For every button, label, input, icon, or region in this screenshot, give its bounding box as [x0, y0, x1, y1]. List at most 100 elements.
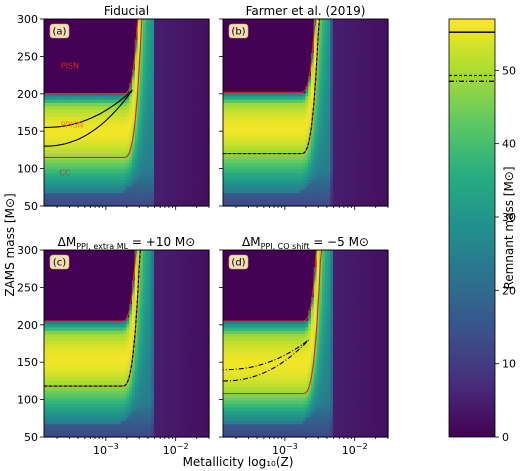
heatmap-cell [88, 175, 92, 180]
heatmap-cell [79, 202, 84, 207]
heatmap-cell [236, 135, 241, 140]
heatmap-cell [162, 22, 166, 27]
heatmap-cell [291, 152, 296, 157]
heatmap-cell [121, 149, 125, 154]
heatmap-cell [225, 195, 230, 200]
heatmap-cell [154, 72, 158, 77]
heatmap-cell [297, 19, 301, 23]
heatmap-cell [250, 162, 254, 167]
heatmap-cell [184, 102, 188, 107]
heatmap-cell [52, 115, 56, 120]
heatmap-cell [104, 32, 108, 37]
heatmap-cell [121, 185, 125, 190]
heatmap-cell [145, 185, 150, 190]
heatmap-cell [286, 72, 290, 77]
heatmap-cell [198, 202, 202, 207]
heatmap-cell [170, 72, 174, 77]
heatmap-cell [203, 22, 207, 27]
heatmap-cell [129, 72, 133, 77]
heatmap-cell [239, 119, 243, 124]
heatmap-cell [231, 142, 235, 147]
heatmap-cell [170, 102, 174, 107]
heatmap-cell [123, 45, 128, 50]
heatmap-cell [264, 35, 268, 40]
heatmap-cell [82, 185, 86, 190]
heatmap-cell [167, 19, 172, 23]
heatmap-cell [112, 139, 117, 144]
heatmap-cell [200, 89, 205, 94]
heatmap-cell [115, 165, 119, 170]
heatmap-cell [280, 162, 285, 167]
heatmap-cell [181, 32, 185, 37]
heatmap-cell [159, 105, 163, 110]
heatmap-cell [294, 199, 298, 204]
heatmap-cell [115, 39, 119, 43]
heatmap-cell [206, 55, 210, 60]
heatmap-cell [165, 192, 169, 197]
heatmap-cell [55, 159, 59, 164]
heatmap-cell [66, 185, 70, 190]
heatmap-cell [231, 19, 235, 23]
heatmap-cell [203, 85, 207, 90]
heatmap-cell [88, 185, 92, 190]
heatmap-cell [93, 29, 97, 33]
heatmap-cell [206, 32, 210, 37]
heatmap-cell [132, 199, 136, 204]
heatmap-cell [198, 59, 202, 64]
heatmap-cell [165, 125, 169, 130]
heatmap-cell [66, 139, 70, 144]
heatmap-cell [181, 19, 185, 23]
heatmap-cell [115, 55, 119, 60]
heatmap-cell [176, 59, 180, 64]
heatmap-cell [173, 105, 177, 110]
heatmap-cell [101, 35, 106, 40]
heatmap-cell [283, 142, 287, 147]
heatmap-cell [101, 92, 106, 97]
heatmap-cell [44, 85, 48, 90]
heatmap-cell [137, 75, 141, 80]
heatmap-cell [250, 35, 254, 40]
heatmap-cell [275, 149, 279, 154]
heatmap-cell [82, 92, 86, 97]
heatmap-cell [57, 159, 62, 164]
heatmap-cell [189, 95, 194, 100]
heatmap-cell [247, 59, 252, 64]
heatmap-cell [187, 175, 191, 180]
heatmap-cell [170, 89, 174, 94]
heatmap-cell [173, 195, 177, 200]
heatmap-cell [283, 19, 287, 23]
heatmap-cell [110, 185, 114, 190]
heatmap-cell [258, 139, 263, 144]
heatmap-cell [49, 65, 53, 70]
heatmap-cell [231, 132, 235, 137]
heatmap-cell [49, 42, 53, 47]
heatmap-cell [99, 45, 103, 50]
heatmap-cell [46, 95, 51, 100]
heatmap-cell [178, 169, 183, 174]
heatmap-cell [225, 192, 230, 197]
heatmap-cell [239, 132, 243, 137]
heatmap-cell [228, 132, 232, 137]
heatmap-cell [79, 72, 84, 77]
heatmap-cell [165, 115, 169, 120]
heatmap-cell [162, 202, 166, 207]
heatmap-cell [228, 62, 232, 67]
heatmap-cell [245, 79, 249, 84]
heatmap-cell [195, 55, 199, 60]
heatmap-cell [110, 109, 114, 114]
heatmap-cell [93, 85, 97, 90]
heatmap-cell [77, 165, 81, 170]
heatmap-cell [245, 75, 249, 80]
heatmap-cell [49, 172, 53, 177]
heatmap-cell [79, 132, 84, 137]
heatmap-cell [245, 89, 249, 94]
heatmap-cell [187, 185, 191, 190]
heatmap-cell [88, 109, 92, 114]
heatmap-cell [280, 109, 285, 114]
heatmap-cell [253, 109, 257, 114]
heatmap-cell [176, 142, 180, 147]
heatmap-cell [126, 165, 130, 170]
heatmap-cell [137, 112, 141, 117]
heatmap-cell [272, 45, 276, 50]
heatmap-cell [225, 49, 230, 53]
